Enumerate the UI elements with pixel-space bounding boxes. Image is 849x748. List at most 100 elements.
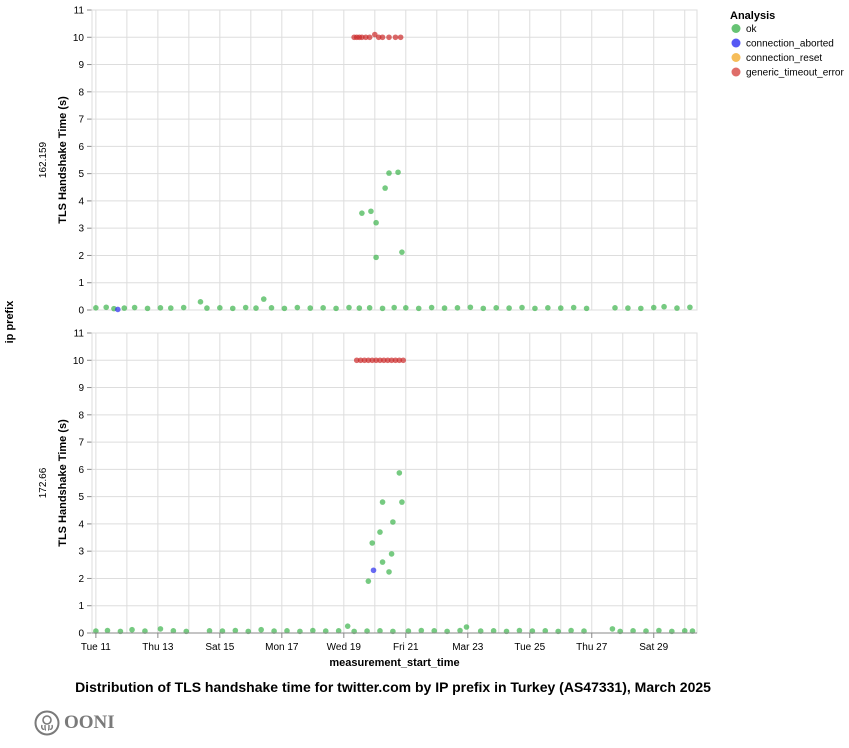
x-tick-label: Tue 25 [514,642,545,653]
data-point-ok [402,305,409,311]
data-point-ok [366,305,373,311]
data-point-ok [399,249,405,255]
data-point-ok [103,304,110,311]
data-point-ok [609,626,616,632]
data-point-ok [268,305,275,311]
data-point-ok [310,627,316,634]
data-point-ok [386,170,392,176]
data-point-ok [206,628,213,634]
data-point-generic-timeout-error [396,357,403,364]
data-point-ok [346,304,352,311]
data-point-generic-timeout-error [381,357,387,364]
y-tick-label: 8 [78,87,84,98]
data-point-ok [382,185,388,191]
logo-text: OONI [64,712,115,733]
data-point-ok [284,628,290,634]
y-tick-label: 9 [78,383,84,394]
data-point-ok [467,304,474,311]
facet-label: 162.159 [38,141,49,178]
legend-title: Analysis [730,10,775,22]
x-tick-label: Mar 23 [452,642,484,653]
data-point-ok [581,628,587,634]
data-point-generic-timeout-error [397,34,404,41]
y-tick-label: 0 [78,306,84,317]
data-point-ok [643,628,649,634]
octopus-icon [34,710,60,736]
data-point-ok [242,304,249,311]
data-point-ok [490,628,497,634]
data-point-ok [377,529,383,535]
data-point-ok [568,627,574,634]
data-point-ok [253,305,259,311]
legend-label: ok [746,24,758,35]
x-tick-label: Thu 27 [576,642,608,653]
data-point-ok [399,499,405,505]
data-point-generic-timeout-error [372,31,378,38]
data-point-ok [359,210,365,216]
y-tick-label: 10 [73,33,85,44]
data-point-ok [454,305,461,311]
x-tick-label: Wed 19 [327,642,362,653]
y-tick-label: 2 [78,251,84,262]
data-point-ok [364,628,370,634]
data-point-ok [656,627,662,634]
x-tick-label: Tue 11 [81,642,111,653]
data-point-generic-timeout-error [386,34,392,41]
y-axis-title: TLS Handshake Time (s) [57,96,69,224]
y-tick-label: 4 [78,196,84,207]
data-point-ok [386,569,392,575]
data-point-ok [418,627,425,634]
data-point-ok [258,626,264,633]
data-point-ok [217,305,223,311]
data-point-ok [612,305,618,311]
data-point-generic-timeout-error [388,357,395,364]
data-point-ok [365,578,372,584]
chart-title: Distribution of TLS handshake time for t… [75,679,711,695]
y-tick-label: 6 [78,465,84,476]
legend-label: generic_timeout_error [746,68,844,79]
data-point-ok [281,305,288,312]
data-point-ok [557,305,564,311]
data-point-ok [322,628,329,634]
data-point-generic-timeout-error [373,357,379,364]
data-point-ok [493,305,499,311]
data-point-ok [390,519,396,525]
data-point-ok [373,219,379,226]
y-tick-label: 8 [78,410,84,421]
data-point-ok [396,470,403,476]
legend: Analysis ok connection_aborted connection_r… [730,10,844,79]
data-point-generic-timeout-error [369,357,376,364]
y-tick-label: 11 [74,329,85,340]
data-point-ok [335,628,342,634]
x-tick-label: Sat 15 [205,642,234,653]
data-point-ok [661,303,667,310]
data-point-ok [689,628,696,634]
data-point-ok [638,305,644,312]
data-point-ok [144,305,151,312]
data-point-generic-timeout-error [361,357,368,364]
data-point-ok [170,628,177,634]
data-point-ok [674,305,680,311]
x-tick-label: Mon 17 [265,642,299,653]
data-point-ok [157,305,164,311]
data-point-generic-timeout-error [384,357,391,364]
data-point-ok [232,627,239,634]
data-point-ok [379,559,386,565]
data-point-ok [395,169,401,176]
data-point-ok [131,304,138,311]
data-point-generic-timeout-error [366,34,373,41]
data-point-ok [441,305,448,311]
x-axis-title: measurement_start_time [329,657,459,669]
data-point-ok [197,299,204,305]
data-point-ok [545,305,551,311]
data-point-ok [93,628,99,634]
x-tick-label: Fri 21 [393,642,419,653]
data-point-ok [121,305,128,311]
y-tick-label: 1 [78,278,84,289]
data-point-connection-aborted [115,306,121,313]
data-point-ok [583,305,590,312]
data-point-ok [377,628,383,634]
data-point-ok [180,304,187,311]
data-point-ok [129,626,135,633]
